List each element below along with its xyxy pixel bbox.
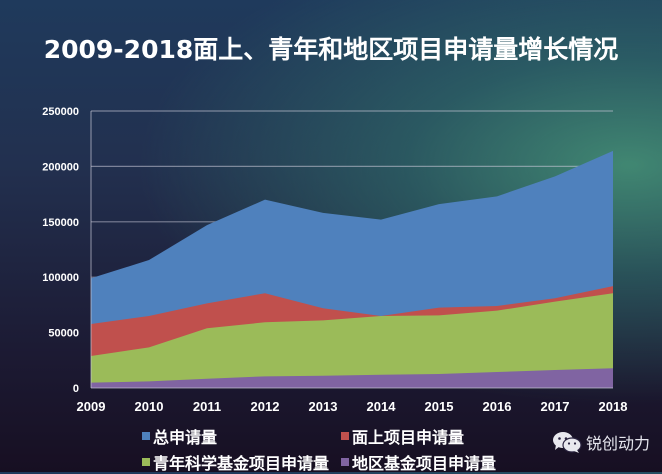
x-tick-label: 2010	[135, 399, 164, 414]
area-series-3	[91, 368, 613, 388]
wechat-icon	[553, 432, 582, 453]
x-tick-label: 2014	[367, 399, 397, 414]
watermark-text: 锐创动力	[586, 434, 651, 453]
y-tick-label: 150000	[42, 217, 79, 229]
legend-swatch-general	[341, 432, 349, 440]
legend-swatch-total	[142, 432, 150, 440]
x-tick-label: 2009	[77, 399, 106, 414]
x-tick-label: 2015	[425, 399, 454, 414]
area-series-2	[91, 293, 613, 388]
x-tick-label: 2013	[309, 399, 338, 414]
chart-title: 2009-2018面上、青年和地区项目申请量增长情况	[43, 35, 619, 64]
axes	[90, 111, 613, 389]
y-tick-label: 50000	[48, 328, 79, 340]
x-tick-label: 2012	[251, 399, 280, 414]
legend-item-youth: 青年科学基金项目申请量	[142, 450, 329, 474]
x-tick-label: 2011	[193, 399, 221, 414]
legend-item-general: 面上项目申请量	[341, 424, 464, 448]
legend-item-total: 总申请量	[142, 424, 217, 448]
y-tick-label: 250000	[42, 106, 79, 118]
legend-label-general: 面上项目申请量	[352, 428, 465, 447]
y-tick-label: 200000	[42, 161, 79, 173]
y-tick-label: 0	[73, 383, 79, 395]
x-tick-label: 2016	[483, 399, 512, 414]
legend-swatch-youth	[142, 458, 150, 466]
x-axis-ticks: 2009 2010 2011 2012 2013 2014 2015 2016 2017 2018	[77, 399, 628, 414]
area-series	[91, 150, 613, 388]
x-tick-label: 2018	[599, 399, 628, 414]
legend-label-total: 总申请量	[153, 428, 218, 447]
y-tick-label: 100000	[42, 272, 79, 284]
legend-swatch-regional	[341, 458, 349, 466]
y-axis-ticks: 0 50000 100000 150000 200000 250000	[42, 106, 79, 395]
legend-item-regional: 地区基金项目申请量	[341, 450, 496, 474]
x-tick-label: 2017	[541, 399, 570, 414]
legend-label-regional: 地区基金项目申请量	[352, 454, 497, 473]
legend-label-youth: 青年科学基金项目申请量	[153, 454, 330, 473]
watermark: 锐创动力	[552, 430, 650, 454]
